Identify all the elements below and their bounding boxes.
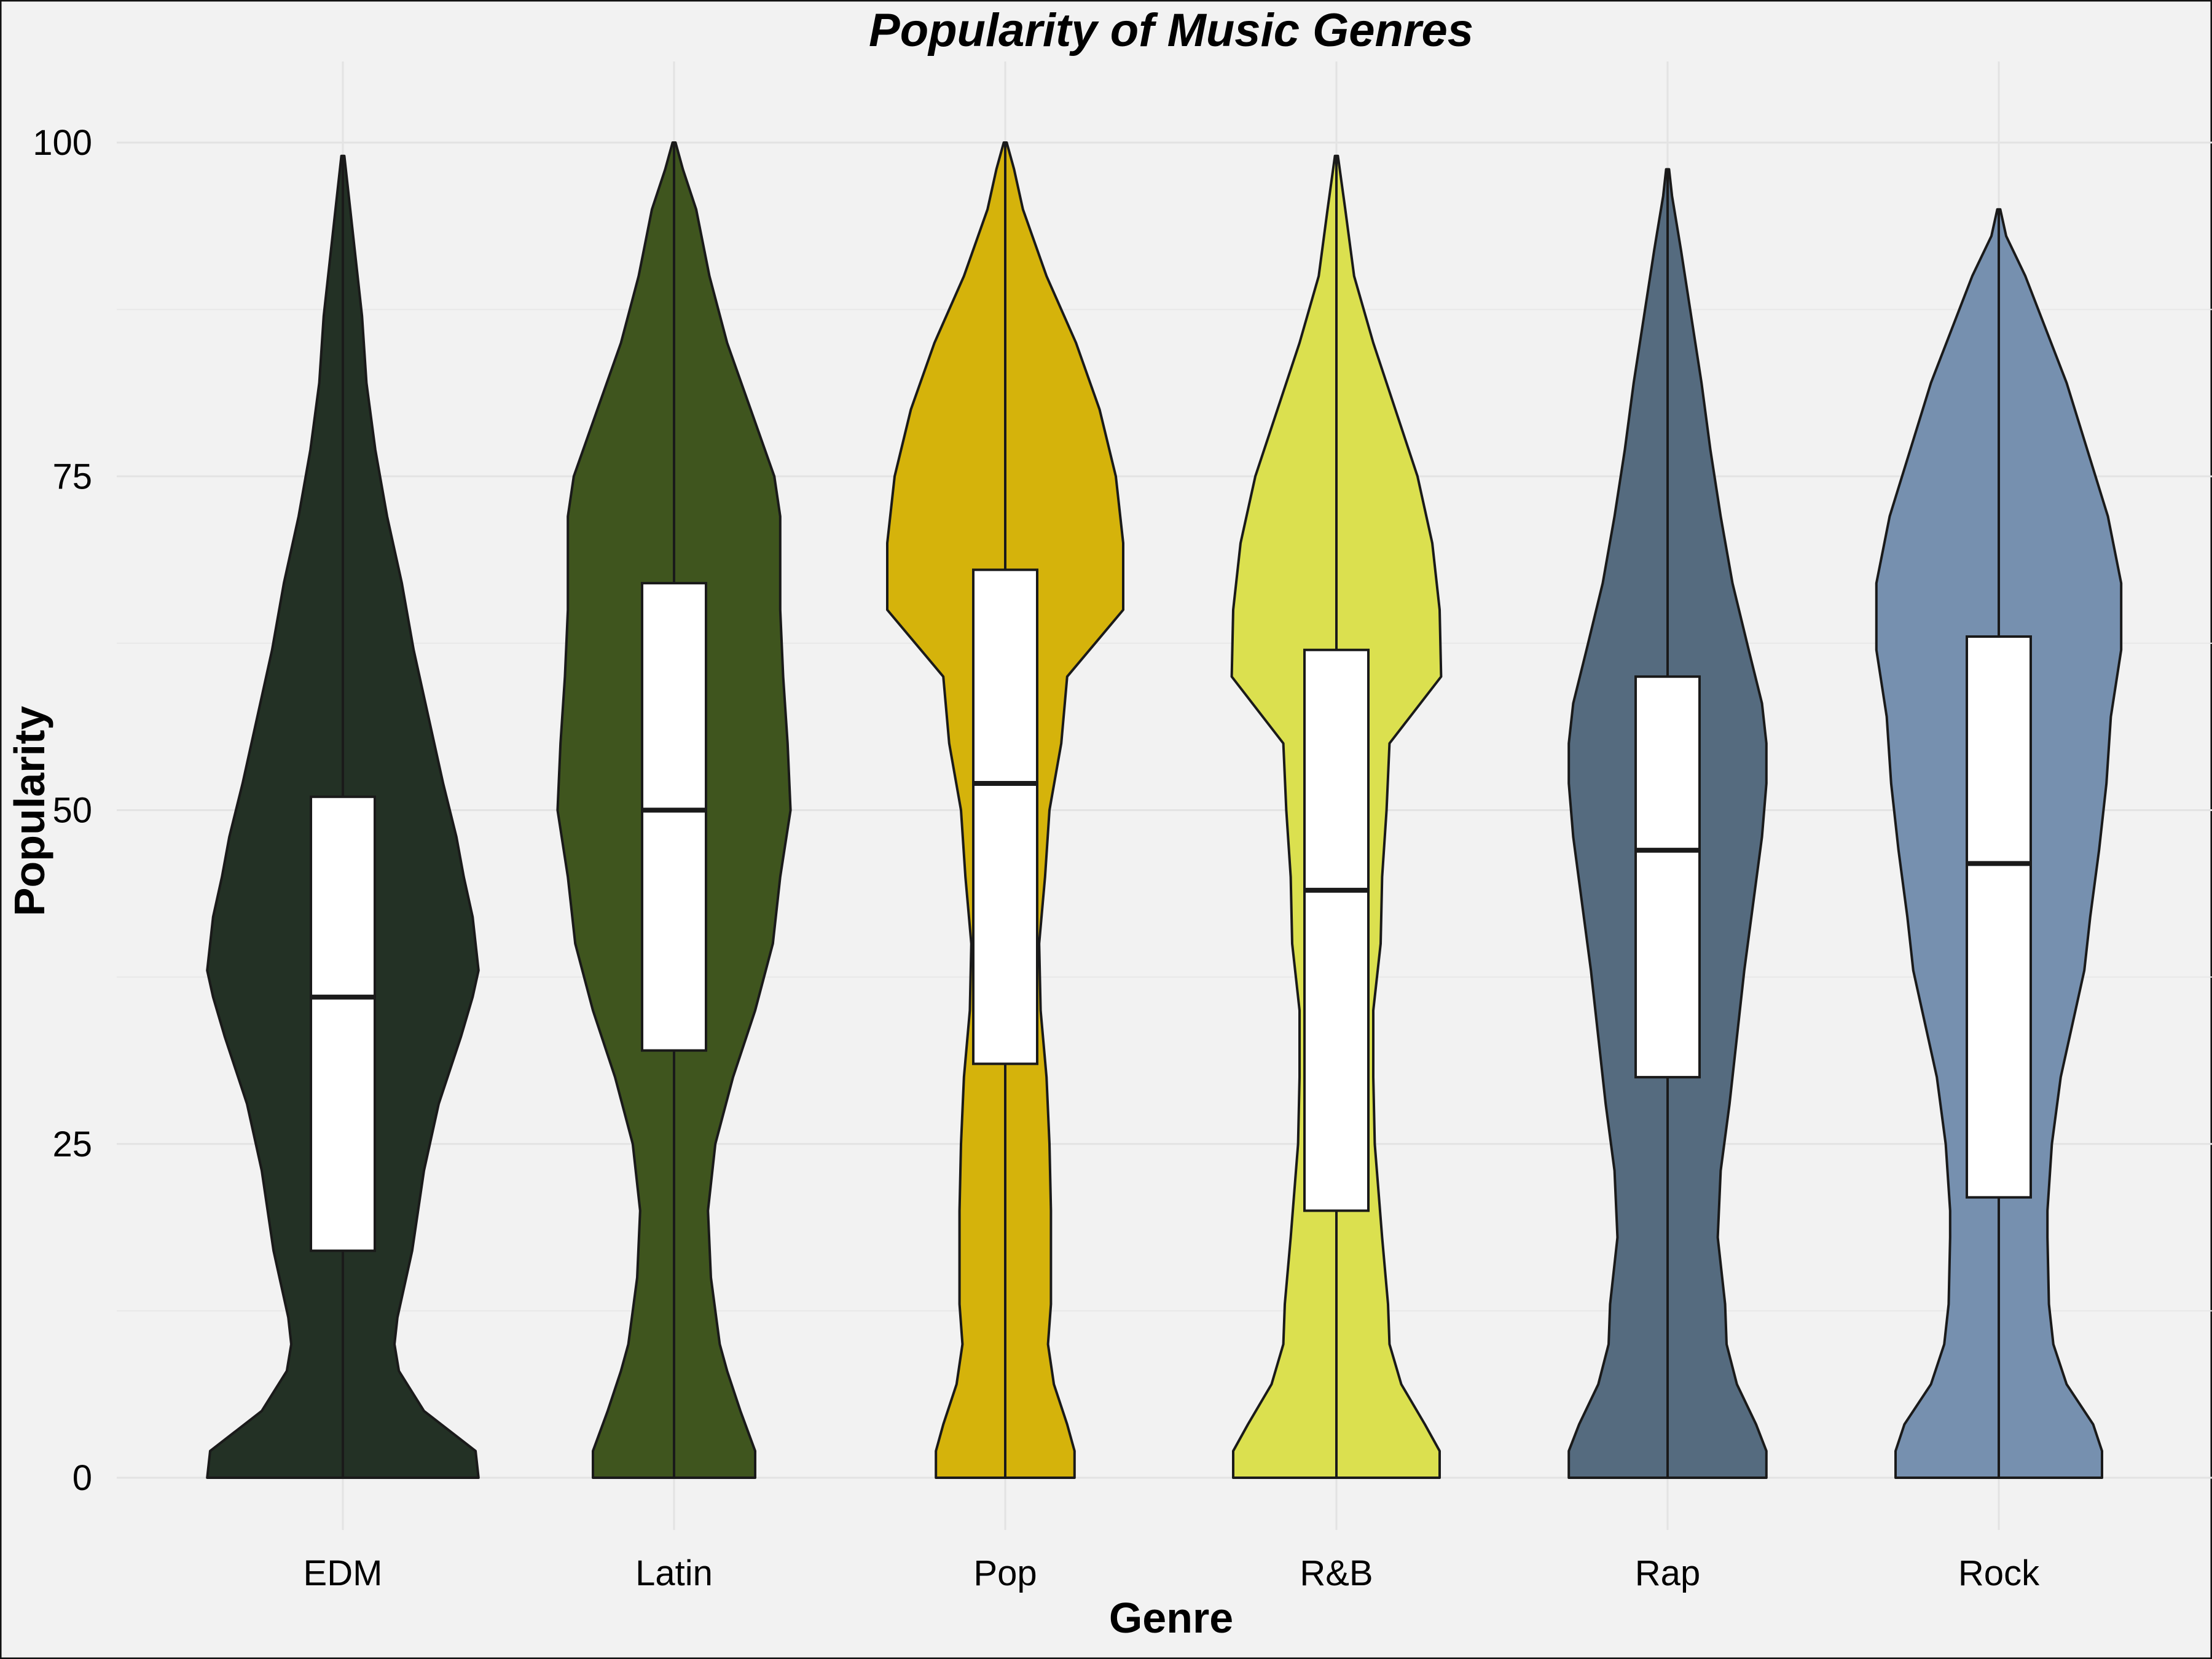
box-iqr — [1634, 675, 1701, 1079]
box-iqr — [1303, 648, 1370, 1212]
x-tick-label: EDM — [304, 1553, 383, 1593]
box-iqr — [310, 795, 376, 1252]
y-tick-label: 100 — [33, 123, 92, 163]
box-iqr — [1966, 635, 2032, 1199]
chart-title: Popularity of Music Genres — [869, 4, 1473, 57]
y-tick-label: 0 — [73, 1458, 92, 1498]
y-tick-label: 75 — [52, 457, 92, 496]
box-iqr — [641, 582, 707, 1052]
y-tick-labels: 0 25 50 75 100 — [33, 123, 92, 1498]
x-tick-label: R&B — [1300, 1553, 1373, 1593]
x-tick-label: Pop — [973, 1553, 1037, 1593]
y-tick-label: 50 — [52, 791, 92, 831]
box-plots — [310, 143, 2032, 1478]
x-tick-label: Rock — [1958, 1553, 2040, 1593]
x-tick-label: Latin — [635, 1553, 713, 1593]
y-axis-label: Popularity — [6, 706, 53, 916]
x-axis-label: Genre — [1109, 1594, 1233, 1642]
box-iqr — [972, 568, 1038, 1065]
x-tick-labels: EDM Latin Pop R&B Rap Rock — [304, 1553, 2041, 1593]
y-tick-label: 25 — [52, 1124, 92, 1164]
x-tick-label: Rap — [1635, 1553, 1700, 1593]
